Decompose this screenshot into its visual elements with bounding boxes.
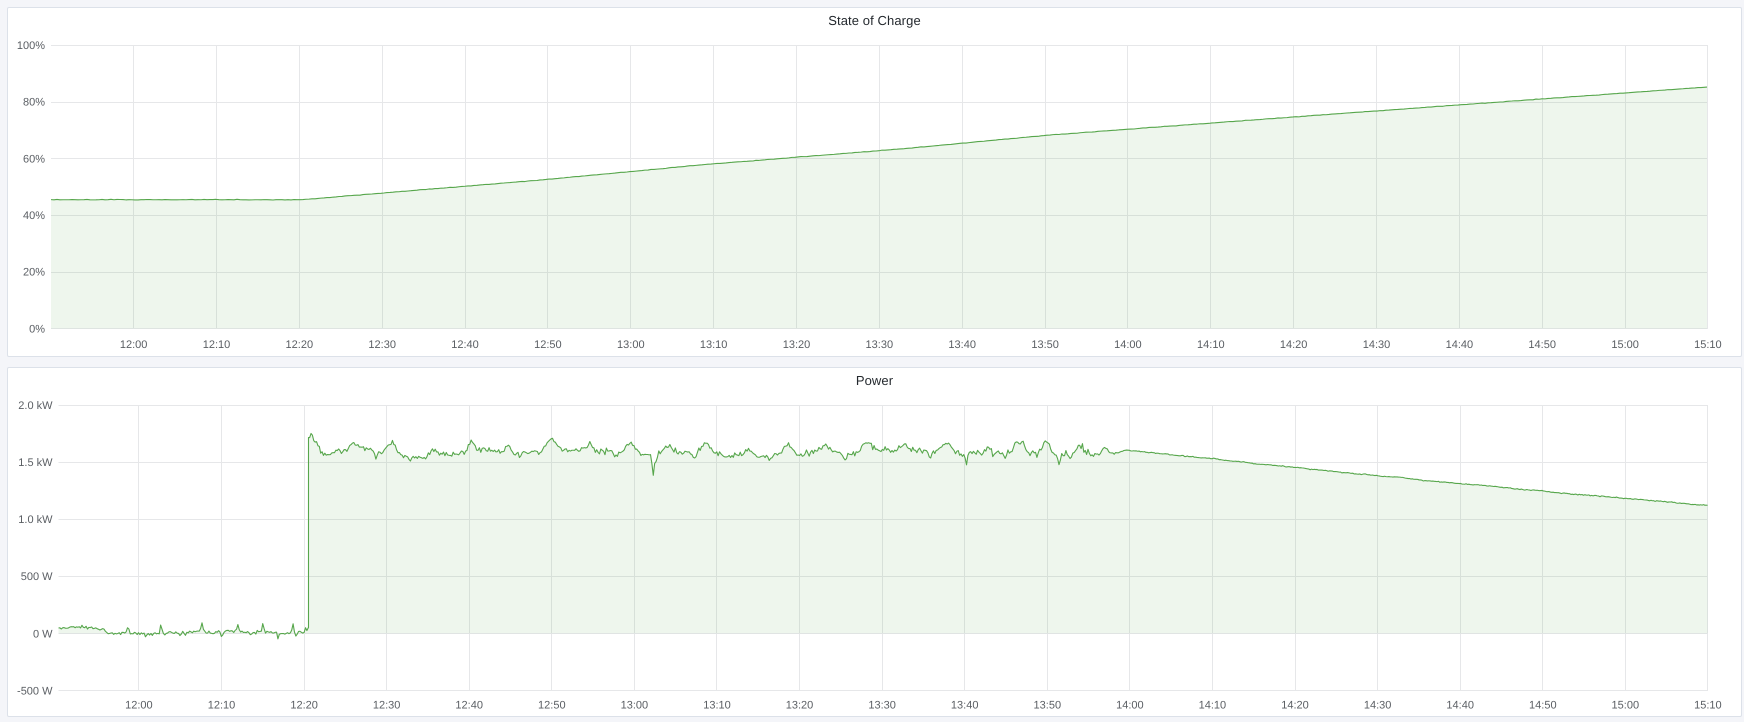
svg-text:12:40: 12:40 <box>451 339 479 351</box>
svg-text:12:50: 12:50 <box>534 339 562 351</box>
svg-text:14:20: 14:20 <box>1281 699 1309 711</box>
svg-text:40%: 40% <box>23 210 45 222</box>
svg-text:12:20: 12:20 <box>290 699 318 711</box>
svg-text:14:50: 14:50 <box>1529 699 1557 711</box>
svg-text:13:50: 13:50 <box>1031 339 1059 351</box>
svg-text:0%: 0% <box>29 323 45 335</box>
svg-text:14:10: 14:10 <box>1197 339 1225 351</box>
svg-text:1.5 kW: 1.5 kW <box>18 457 53 469</box>
svg-text:14:00: 14:00 <box>1114 339 1142 351</box>
svg-text:-500 W: -500 W <box>17 685 53 697</box>
svg-text:12:20: 12:20 <box>286 339 314 351</box>
svg-text:14:50: 14:50 <box>1528 339 1556 351</box>
svg-text:13:20: 13:20 <box>786 699 814 711</box>
svg-text:14:30: 14:30 <box>1364 699 1392 711</box>
svg-text:13:30: 13:30 <box>868 699 896 711</box>
svg-text:15:10: 15:10 <box>1694 699 1722 711</box>
svg-text:13:50: 13:50 <box>1034 699 1062 711</box>
svg-text:12:40: 12:40 <box>455 699 483 711</box>
svg-text:1.0 kW: 1.0 kW <box>18 514 53 526</box>
svg-text:20%: 20% <box>23 267 45 279</box>
svg-text:13:40: 13:40 <box>948 339 976 351</box>
svg-text:13:10: 13:10 <box>700 339 728 351</box>
svg-text:2.0 kW: 2.0 kW <box>18 400 53 412</box>
svg-text:100%: 100% <box>17 40 45 52</box>
svg-text:500 W: 500 W <box>21 571 53 583</box>
svg-text:15:10: 15:10 <box>1694 339 1722 351</box>
svg-text:13:30: 13:30 <box>866 339 894 351</box>
svg-text:13:00: 13:00 <box>621 699 649 711</box>
svg-text:15:00: 15:00 <box>1612 699 1640 711</box>
svg-text:15:00: 15:00 <box>1611 339 1639 351</box>
svg-text:12:00: 12:00 <box>120 339 148 351</box>
svg-text:12:30: 12:30 <box>368 339 396 351</box>
svg-text:12:10: 12:10 <box>203 339 231 351</box>
svg-text:12:50: 12:50 <box>538 699 566 711</box>
svg-text:14:40: 14:40 <box>1446 339 1474 351</box>
svg-text:14:40: 14:40 <box>1446 699 1474 711</box>
svg-text:60%: 60% <box>23 153 45 165</box>
svg-text:13:10: 13:10 <box>703 699 731 711</box>
svg-text:13:20: 13:20 <box>783 339 811 351</box>
svg-text:14:10: 14:10 <box>1199 699 1227 711</box>
svg-text:14:00: 14:00 <box>1116 699 1144 711</box>
svg-text:0 W: 0 W <box>33 628 53 640</box>
svg-text:12:30: 12:30 <box>373 699 401 711</box>
svg-text:13:00: 13:00 <box>617 339 645 351</box>
svg-text:14:20: 14:20 <box>1280 339 1308 351</box>
svg-text:13:40: 13:40 <box>951 699 979 711</box>
svg-text:14:30: 14:30 <box>1363 339 1391 351</box>
svg-text:80%: 80% <box>23 97 45 109</box>
svg-text:12:00: 12:00 <box>125 699 153 711</box>
svg-text:12:10: 12:10 <box>208 699 236 711</box>
